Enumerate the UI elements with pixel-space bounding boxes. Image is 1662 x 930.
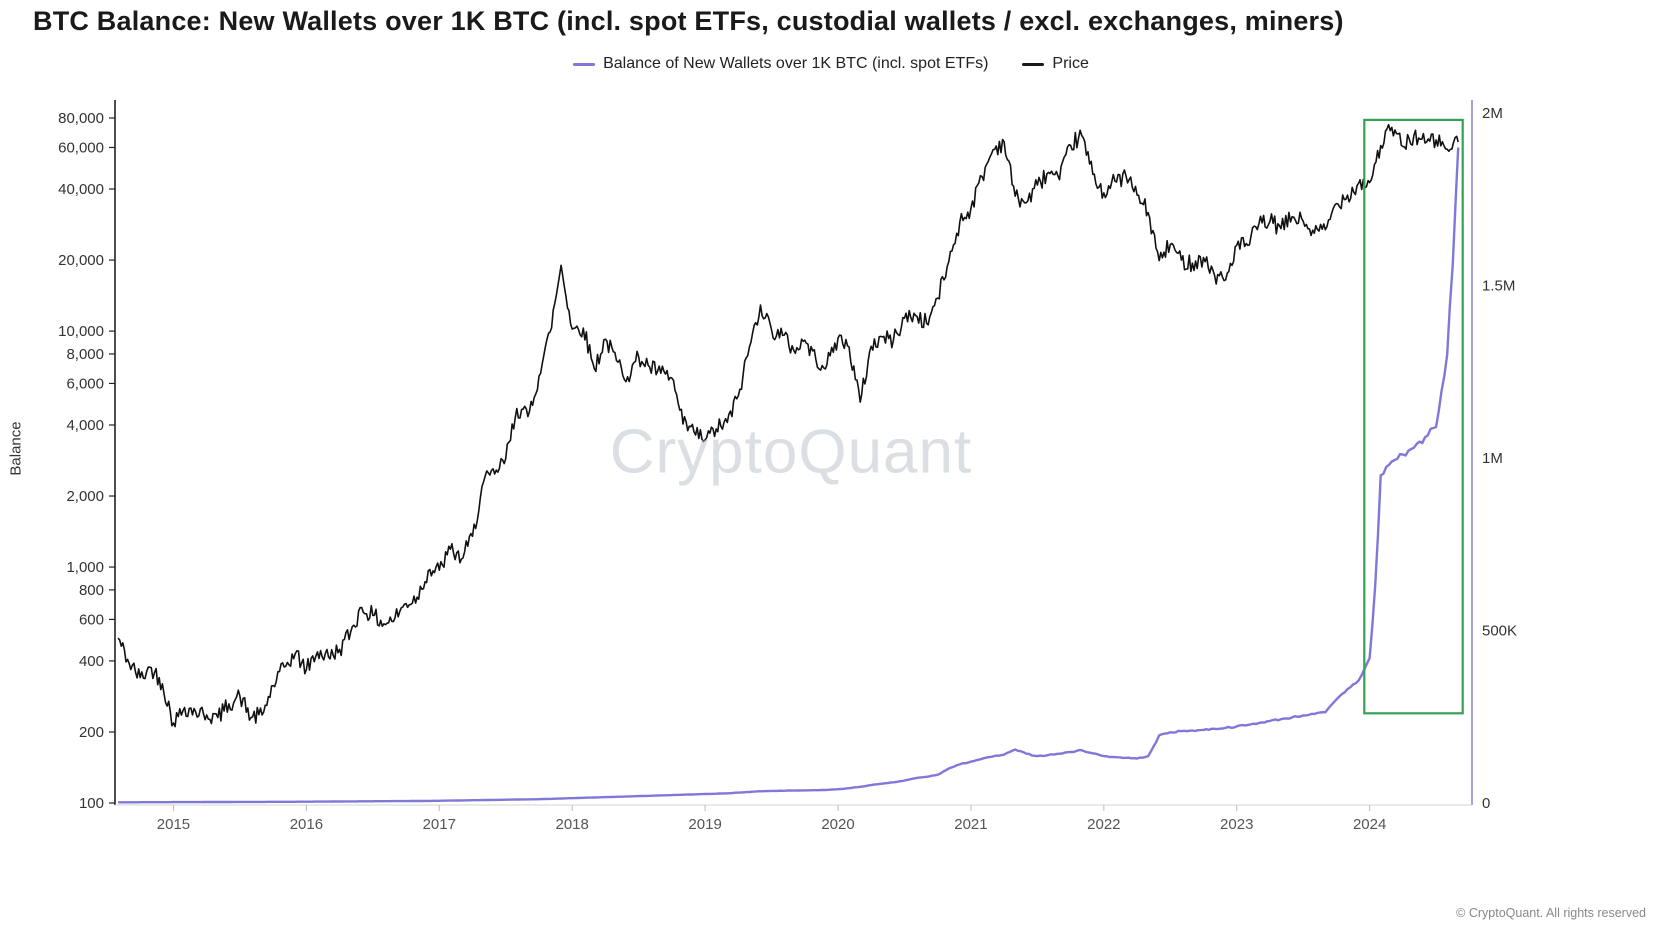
- price-line-swatch: [1022, 62, 1045, 66]
- right-axis-tick-label: 500K: [1482, 623, 1517, 640]
- left-axis-tick-label: 600: [79, 611, 104, 628]
- left-axis-tick-label: 40,000: [58, 181, 104, 198]
- x-axis-tick-label: 2017: [423, 816, 456, 833]
- left-axis-title: Balance: [7, 421, 25, 476]
- left-axis-tick-label: 1,000: [66, 559, 104, 576]
- x-axis-tick-label: 2020: [821, 816, 854, 833]
- right-axis-tick-label: 2M: [1482, 105, 1503, 122]
- left-axis-tick-label: 800: [79, 582, 104, 599]
- balance-line-swatch: [573, 62, 596, 66]
- right-axis-tick-label: 0: [1482, 795, 1490, 812]
- left-axis-tick-label: 80,000: [58, 110, 104, 127]
- left-axis-tick-label: 8,000: [66, 346, 104, 363]
- highlight-box: [1363, 118, 1464, 715]
- legend-label-balance: Balance of New Wallets over 1K BTC (incl…: [603, 55, 989, 72]
- left-axis-tick-label: 10,000: [58, 323, 104, 340]
- left-axis-tick-label: 60,000: [58, 139, 104, 156]
- x-axis-tick-label: 2015: [157, 816, 190, 833]
- legend-item-price[interactable]: Price: [1022, 55, 1089, 73]
- x-axis-tick-label: 2021: [954, 816, 987, 833]
- x-axis-tick-label: 2023: [1220, 816, 1253, 833]
- left-axis-tick-label: 200: [79, 724, 104, 741]
- right-axis-tick-label: 1M: [1482, 450, 1503, 467]
- legend-item-balance[interactable]: Balance of New Wallets over 1K BTC (incl…: [573, 55, 988, 73]
- x-axis-tick-label: 2018: [556, 816, 589, 833]
- chart-title: BTC Balance: New Wallets over 1K BTC (in…: [33, 6, 1344, 36]
- x-axis-tick-label: 2024: [1353, 816, 1386, 833]
- left-axis-tick-label: 20,000: [58, 252, 104, 269]
- left-axis-tick-label: 100: [79, 795, 104, 812]
- left-axis-tick-label: 6,000: [66, 375, 104, 392]
- left-axis-tick-label: 2,000: [66, 488, 104, 505]
- copyright-notice: © CryptoQuant. All rights reserved: [1456, 906, 1646, 920]
- left-axis-tick-label: 4,000: [66, 417, 104, 434]
- legend: Balance of New Wallets over 1K BTC (incl…: [0, 55, 1662, 73]
- left-axis-tick-label: 400: [79, 653, 104, 670]
- legend-label-price: Price: [1052, 55, 1089, 72]
- x-axis-tick-label: 2022: [1087, 816, 1120, 833]
- balance-line: [118, 147, 1460, 804]
- right-axis-tick-label: 1.5M: [1482, 278, 1515, 295]
- x-axis-tick-label: 2016: [290, 816, 323, 833]
- price-line: [117, 123, 1459, 728]
- x-axis-tick-label: 2019: [688, 816, 721, 833]
